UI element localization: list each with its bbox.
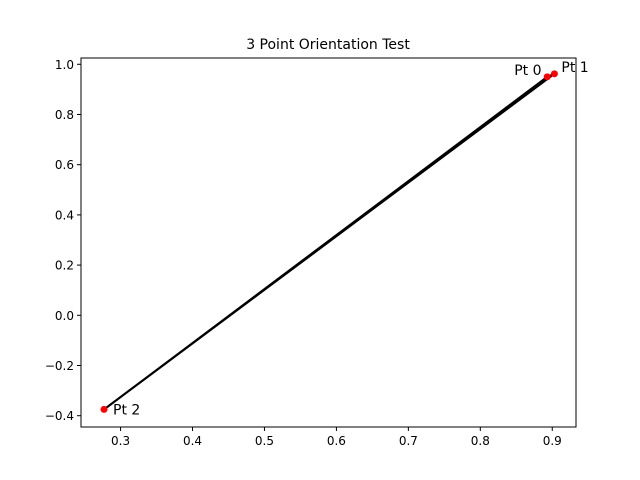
y-tick-label: −0.4 bbox=[45, 409, 74, 423]
x-tick-label: 0.9 bbox=[543, 434, 562, 448]
y-tick-label: −0.2 bbox=[45, 359, 74, 373]
y-tick-label: 0.4 bbox=[55, 208, 74, 222]
data-points bbox=[100, 70, 558, 413]
y-tick-label: 0.8 bbox=[55, 108, 74, 122]
y-tick-label: 0.2 bbox=[55, 259, 74, 273]
x-tick-label: 0.6 bbox=[327, 434, 346, 448]
x-tick-label: 0.3 bbox=[111, 434, 130, 448]
x-tick-label: 0.8 bbox=[471, 434, 490, 448]
x-tick-label: 0.7 bbox=[399, 434, 418, 448]
x-axis-ticks: 0.3 0.4 0.5 0.6 0.7 0.8 0.9 bbox=[111, 427, 562, 448]
point-label: Pt 2 bbox=[113, 402, 140, 418]
data-point bbox=[543, 73, 551, 81]
chart-title: 3 Point Orientation Test bbox=[246, 37, 410, 53]
data-point bbox=[550, 70, 558, 78]
y-tick-label: 0.0 bbox=[55, 309, 74, 323]
y-tick-label: 0.6 bbox=[55, 158, 74, 172]
x-tick-label: 0.5 bbox=[255, 434, 274, 448]
data-point bbox=[100, 405, 108, 413]
point-labels: Pt 0 Pt 1 Pt 2 bbox=[113, 60, 589, 419]
y-tick-label: 1.0 bbox=[55, 58, 74, 72]
point-label: Pt 1 bbox=[561, 60, 588, 76]
y-axis-ticks: −0.4 −0.2 0.0 0.2 0.4 0.6 0.8 1.0 bbox=[45, 58, 81, 423]
axes-frame bbox=[80, 57, 577, 428]
x-tick-label: 0.4 bbox=[183, 434, 202, 448]
point-label: Pt 0 bbox=[514, 63, 541, 79]
triangle-edge bbox=[103, 75, 549, 411]
